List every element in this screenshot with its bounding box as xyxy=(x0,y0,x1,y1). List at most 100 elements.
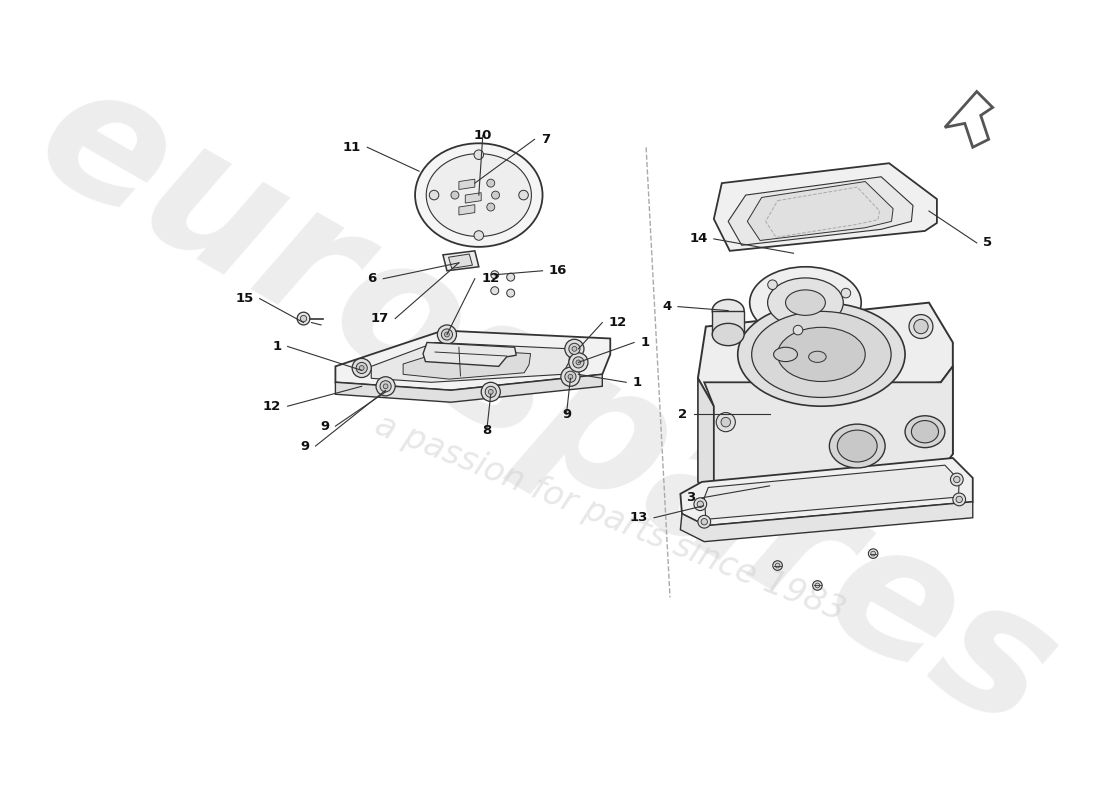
Circle shape xyxy=(954,476,960,482)
Circle shape xyxy=(701,518,707,525)
Text: 10: 10 xyxy=(474,129,492,142)
Circle shape xyxy=(356,362,367,374)
Circle shape xyxy=(376,377,395,396)
Polygon shape xyxy=(681,502,972,542)
Circle shape xyxy=(914,319,928,334)
Text: 1: 1 xyxy=(640,336,650,349)
Polygon shape xyxy=(459,179,475,190)
Polygon shape xyxy=(336,330,610,390)
Circle shape xyxy=(569,343,580,354)
Text: a passion for parts since 1983: a passion for parts since 1983 xyxy=(371,408,850,627)
Circle shape xyxy=(360,366,364,370)
Ellipse shape xyxy=(750,266,861,338)
Circle shape xyxy=(694,498,706,510)
Circle shape xyxy=(474,230,484,240)
Circle shape xyxy=(352,358,372,378)
Circle shape xyxy=(565,371,576,382)
Ellipse shape xyxy=(751,311,891,398)
Circle shape xyxy=(793,326,803,335)
Ellipse shape xyxy=(768,278,844,327)
Circle shape xyxy=(815,583,820,588)
Ellipse shape xyxy=(426,154,531,237)
Text: 16: 16 xyxy=(549,264,568,278)
Polygon shape xyxy=(712,310,744,334)
Text: 12: 12 xyxy=(608,316,627,329)
Polygon shape xyxy=(704,366,953,494)
Polygon shape xyxy=(697,302,953,406)
Text: 12: 12 xyxy=(481,272,499,286)
Ellipse shape xyxy=(829,424,886,468)
Ellipse shape xyxy=(785,290,825,315)
Circle shape xyxy=(491,286,498,294)
Polygon shape xyxy=(459,205,475,215)
Polygon shape xyxy=(372,342,571,382)
Ellipse shape xyxy=(738,302,905,406)
Polygon shape xyxy=(465,193,481,203)
Circle shape xyxy=(842,288,850,298)
Circle shape xyxy=(492,191,499,199)
Polygon shape xyxy=(704,465,959,519)
Ellipse shape xyxy=(415,143,542,247)
Circle shape xyxy=(950,473,964,486)
Ellipse shape xyxy=(837,430,877,462)
Text: 1: 1 xyxy=(632,376,641,389)
Circle shape xyxy=(507,273,515,281)
Circle shape xyxy=(768,280,778,290)
Circle shape xyxy=(576,360,581,365)
Circle shape xyxy=(909,314,933,338)
Circle shape xyxy=(487,179,495,187)
Circle shape xyxy=(565,339,584,358)
Polygon shape xyxy=(681,458,972,526)
Circle shape xyxy=(491,270,498,278)
Polygon shape xyxy=(728,177,913,246)
Polygon shape xyxy=(940,366,953,470)
Text: 2: 2 xyxy=(679,408,688,421)
Ellipse shape xyxy=(773,347,798,362)
Polygon shape xyxy=(424,342,516,366)
Text: 11: 11 xyxy=(342,141,361,154)
Circle shape xyxy=(519,190,528,200)
Text: 4: 4 xyxy=(662,300,672,313)
Text: 15: 15 xyxy=(235,292,253,305)
Circle shape xyxy=(429,190,439,200)
Polygon shape xyxy=(443,251,478,270)
Circle shape xyxy=(383,384,388,389)
Circle shape xyxy=(776,563,780,568)
Circle shape xyxy=(716,413,735,432)
Circle shape xyxy=(568,374,573,379)
Text: 14: 14 xyxy=(689,232,707,246)
Circle shape xyxy=(572,346,576,351)
Circle shape xyxy=(481,382,500,402)
Circle shape xyxy=(697,515,711,528)
Circle shape xyxy=(487,203,495,211)
Text: 6: 6 xyxy=(367,272,377,286)
Circle shape xyxy=(300,315,307,322)
Circle shape xyxy=(441,329,452,340)
Polygon shape xyxy=(697,378,714,494)
Circle shape xyxy=(485,386,496,398)
Circle shape xyxy=(297,312,310,325)
Text: 5: 5 xyxy=(983,236,992,250)
Circle shape xyxy=(956,496,962,502)
Ellipse shape xyxy=(912,421,938,443)
Circle shape xyxy=(813,581,822,590)
Ellipse shape xyxy=(905,416,945,448)
Circle shape xyxy=(773,561,782,570)
Text: 3: 3 xyxy=(686,491,695,504)
Circle shape xyxy=(573,357,584,368)
Text: 1: 1 xyxy=(272,340,282,353)
Text: 13: 13 xyxy=(629,511,648,524)
Circle shape xyxy=(868,549,878,558)
Circle shape xyxy=(720,418,730,427)
Text: 9: 9 xyxy=(320,420,329,433)
Circle shape xyxy=(488,390,493,394)
Ellipse shape xyxy=(712,323,744,346)
Ellipse shape xyxy=(712,299,744,322)
Circle shape xyxy=(871,551,876,556)
Text: 12: 12 xyxy=(263,400,282,413)
Polygon shape xyxy=(449,254,472,268)
Circle shape xyxy=(697,501,704,507)
Text: 7: 7 xyxy=(541,133,550,146)
Circle shape xyxy=(953,493,966,506)
Circle shape xyxy=(451,191,459,199)
